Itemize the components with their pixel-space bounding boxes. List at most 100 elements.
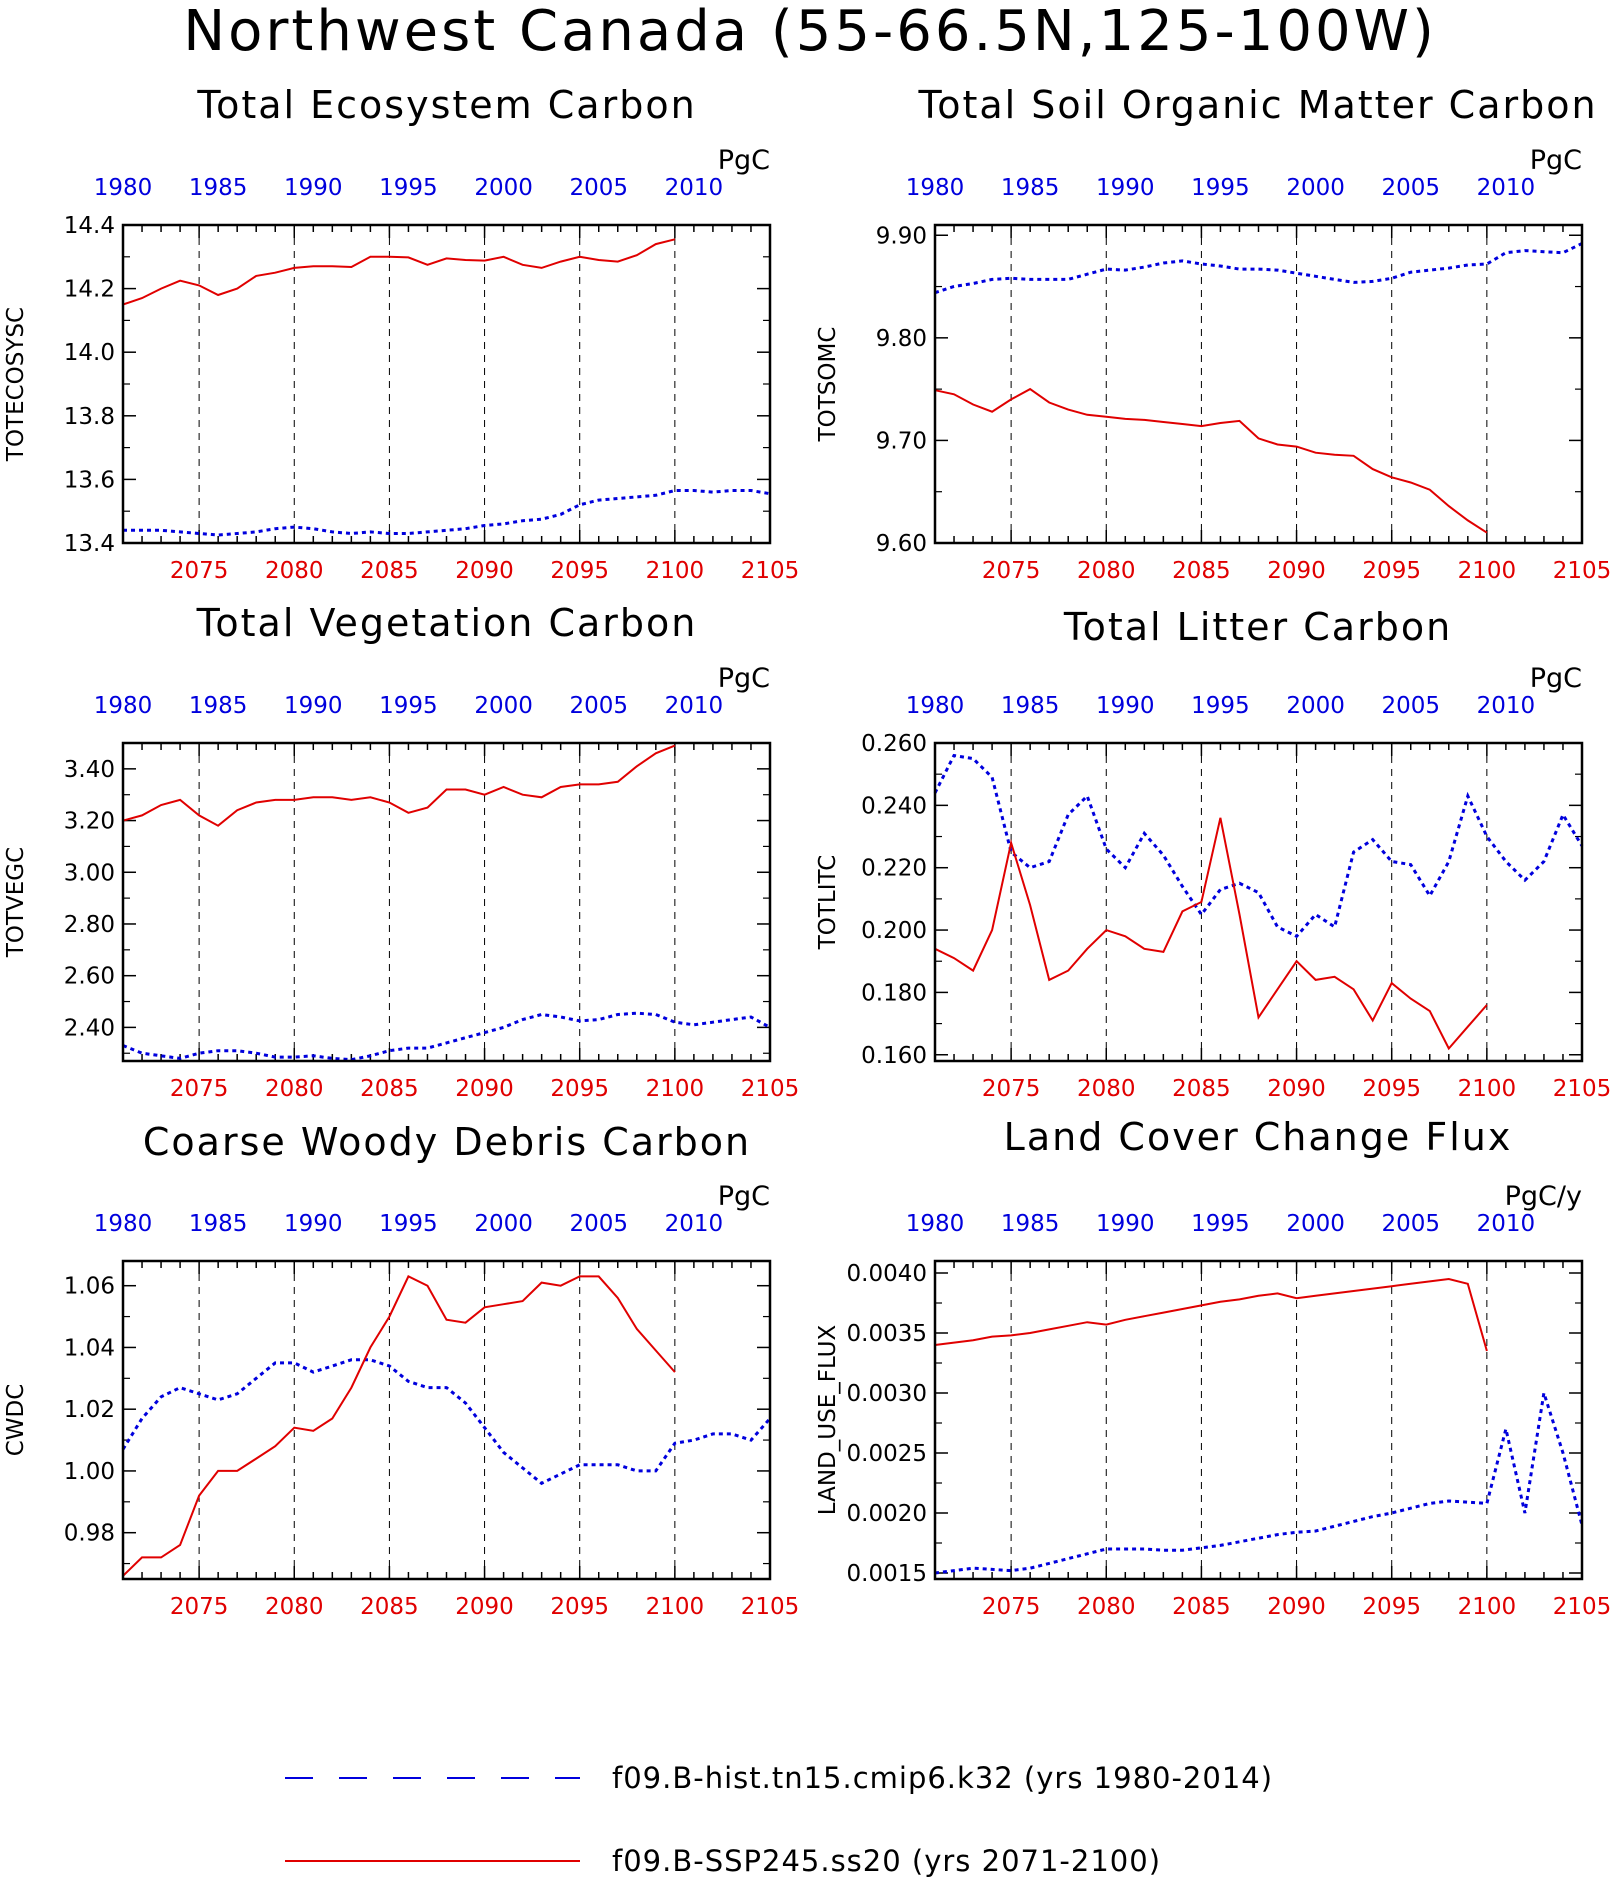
x-tick-label: 2085 [1172, 1076, 1231, 1102]
series-hist-line [122, 1011, 771, 1062]
x-tick-label: 2090 [455, 1076, 514, 1102]
x-tick-label: 2080 [265, 1076, 324, 1102]
y-tick-label: 0.240 [861, 793, 927, 819]
y-tick-label: 3.40 [64, 757, 115, 783]
series-ssp-line [122, 744, 676, 827]
panel-title: Total Litter Carbon [1063, 605, 1452, 649]
x-top-tick-label: 2000 [1286, 693, 1345, 719]
x-tick-label: 2090 [455, 558, 514, 584]
y-tick-label: 2.40 [64, 1015, 115, 1041]
x-top-tick-label: 1985 [189, 693, 248, 719]
x-tick-label: 2095 [550, 558, 609, 584]
x-top-tick-label: 1995 [1191, 1211, 1250, 1237]
y-tick-label: 0.200 [861, 918, 927, 944]
unit-label: PgC [1530, 145, 1582, 176]
unit-label: PgC [718, 663, 770, 694]
x-tick-label: 2105 [1553, 1594, 1612, 1620]
panel-title: Coarse Woody Debris Carbon [143, 1120, 751, 1164]
series-hist-line [934, 1392, 1584, 1575]
panel-title: Total Vegetation Carbon [196, 601, 698, 645]
main-title: Northwest Canada (55-66.5N,125-100W) [183, 0, 1437, 64]
panel-title: Land Cover Change Flux [1004, 1115, 1513, 1159]
x-tick-label: 2100 [646, 1076, 705, 1102]
x-top-tick-label: 1980 [906, 1211, 965, 1237]
x-top-tick-label: 1980 [94, 693, 153, 719]
x-tick-label: 2075 [982, 1594, 1041, 1620]
x-top-tick-label: 2005 [569, 693, 628, 719]
x-top-tick-label: 2000 [1286, 175, 1345, 201]
x-top-tick-label: 2005 [569, 175, 628, 201]
x-tick-label: 2085 [360, 558, 419, 584]
x-tick-label: 2095 [1362, 1594, 1421, 1620]
y-tick-label: 0.220 [861, 856, 927, 882]
panel-4: Total Litter Carbon PgC TOTLITC 2075 2080 208… [815, 605, 1611, 1102]
x-top-tick-label: 1990 [1096, 693, 1155, 719]
x-tick-label: 2095 [550, 1076, 609, 1102]
y-tick-label: 0.0015 [847, 1561, 927, 1587]
y-tick-label: 14.4 [64, 213, 115, 239]
y-tick-label: 9.90 [876, 223, 927, 249]
panels: Total Ecosystem Carbon PgC TOTECOSYSC 2075 2… [3, 83, 1611, 1620]
x-top-tick-label: 1990 [284, 175, 343, 201]
x-tick-label: 2095 [1362, 558, 1421, 584]
x-tick-label: 2105 [741, 1594, 800, 1620]
y-tick-label: 0.0020 [847, 1501, 927, 1527]
x-top-tick-label: 1985 [1001, 693, 1060, 719]
panel-title: Total Soil Organic Matter Carbon [917, 83, 1597, 127]
plot-frame [933, 1259, 1584, 1581]
y-tick-label: 0.0040 [847, 1261, 927, 1287]
x-tick-label: 2080 [1077, 1076, 1136, 1102]
x-tick-label: 2075 [170, 1594, 229, 1620]
x-tick-label: 2090 [1267, 1594, 1326, 1620]
y-tick-label: 13.4 [64, 531, 115, 557]
legend-label-hist: f09.B-hist.tn15.cmip6.k32 (yrs 1980-2014… [612, 1761, 1273, 1795]
y-tick-label: 2.60 [64, 964, 115, 990]
panel-title: Total Ecosystem Carbon [196, 83, 696, 127]
plot-frame [933, 223, 1584, 545]
panel-5: Coarse Woody Debris Carbon PgC CWDC 2075 208… [3, 1120, 799, 1620]
x-top-tick-label: 1985 [189, 175, 248, 201]
x-tick-label: 2080 [1077, 1594, 1136, 1620]
series-hist-line [123, 489, 771, 537]
x-top-tick-label: 1985 [1001, 1211, 1060, 1237]
x-tick-label: 2100 [1458, 558, 1517, 584]
x-top-tick-label: 2000 [474, 175, 533, 201]
x-top-tick-label: 2005 [1381, 1211, 1440, 1237]
x-top-tick-label: 1995 [379, 175, 438, 201]
x-top-tick-label: 1980 [906, 693, 965, 719]
x-top-tick-label: 1990 [284, 693, 343, 719]
y-axis-label: TOTSOMC [815, 327, 841, 443]
y-tick-label: 0.260 [861, 731, 927, 757]
y-tick-label: 1.00 [64, 1459, 115, 1485]
x-tick-label: 2090 [1267, 1076, 1326, 1102]
x-tick-label: 2080 [265, 558, 324, 584]
plot-frame [121, 741, 772, 1063]
y-axis-label: TOTVEGC [3, 847, 29, 958]
x-tick-label: 2090 [455, 1594, 514, 1620]
x-top-tick-label: 1985 [1001, 175, 1060, 201]
x-top-tick-label: 1995 [1191, 175, 1250, 201]
x-tick-label: 2085 [360, 1594, 419, 1620]
x-top-tick-label: 1980 [94, 175, 153, 201]
x-tick-label: 2100 [1458, 1594, 1517, 1620]
y-tick-label: 14.0 [64, 340, 115, 366]
series-hist-line [934, 242, 1583, 295]
x-tick-label: 2100 [646, 558, 705, 584]
panel-2: Total Soil Organic Matter Carbon PgC TOTSO… [815, 83, 1611, 584]
x-top-tick-label: 2005 [569, 1211, 628, 1237]
y-tick-label: 1.04 [64, 1335, 115, 1361]
y-tick-label: 9.70 [876, 428, 927, 454]
series-ssp-line [934, 387, 1488, 534]
x-top-tick-label: 1990 [284, 1211, 343, 1237]
x-top-tick-label: 2000 [474, 693, 533, 719]
x-tick-label: 2085 [1172, 1594, 1231, 1620]
x-top-tick-label: 2010 [665, 693, 724, 719]
x-top-tick-label: 2010 [1477, 693, 1536, 719]
y-tick-label: 0.0035 [847, 1321, 927, 1347]
x-top-tick-label: 2010 [1477, 175, 1536, 201]
x-top-tick-label: 1980 [906, 175, 965, 201]
x-tick-label: 2085 [360, 1076, 419, 1102]
x-top-tick-label: 2010 [1477, 1211, 1536, 1237]
unit-label: PgC [718, 1181, 770, 1212]
